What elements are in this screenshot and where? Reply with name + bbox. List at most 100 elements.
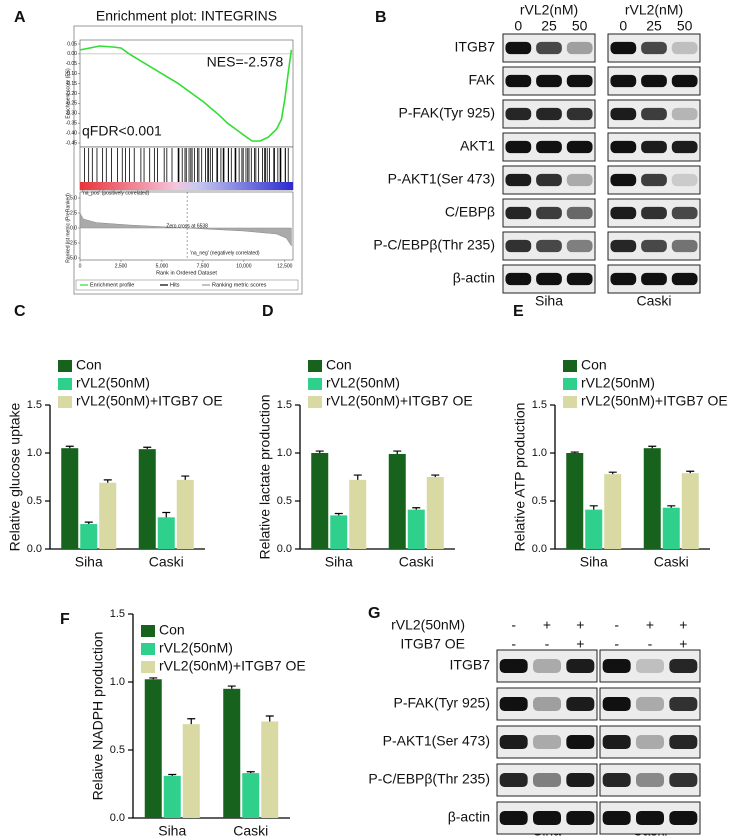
band bbox=[610, 107, 637, 121]
protein-label: P-AKT1(Ser 473) bbox=[388, 171, 495, 187]
bar bbox=[163, 775, 181, 818]
band bbox=[566, 41, 593, 55]
group-header: rVL2(nM) bbox=[625, 2, 683, 18]
metric-area bbox=[79, 212, 292, 247]
legend-label: rVL2(50nM) bbox=[159, 640, 233, 656]
bar bbox=[407, 509, 425, 549]
condition-sign: - bbox=[648, 636, 653, 652]
band bbox=[641, 140, 667, 154]
y-tick-label: 1.0 bbox=[277, 447, 292, 459]
x-tick-label: 7,500 bbox=[197, 263, 210, 269]
y-tick-label: 1.0 bbox=[110, 676, 125, 688]
y-tick-label: 2.5 bbox=[70, 210, 77, 216]
bar bbox=[662, 507, 680, 549]
legend-swatch bbox=[141, 625, 155, 637]
protein-label: ITGB7 bbox=[450, 657, 491, 673]
protein-label: AKT1 bbox=[460, 138, 495, 154]
band bbox=[536, 107, 562, 121]
band bbox=[669, 734, 698, 750]
y-tick-label: -0.45 bbox=[66, 140, 78, 146]
band bbox=[533, 696, 561, 712]
condition-label: ITGB7 OE bbox=[400, 636, 465, 652]
bar bbox=[176, 479, 194, 549]
y-tick-label: -0.40 bbox=[66, 130, 78, 136]
band bbox=[536, 41, 562, 55]
band bbox=[610, 140, 637, 154]
band bbox=[602, 810, 631, 826]
band bbox=[641, 272, 667, 286]
error-bar bbox=[246, 771, 255, 774]
y-tick-label: 1.5 bbox=[277, 399, 292, 411]
condition-sign: + bbox=[679, 617, 687, 633]
y-axis-label: Relaive NADPH production bbox=[90, 632, 106, 801]
band bbox=[505, 107, 532, 121]
condition-sign: + bbox=[646, 617, 654, 633]
cell-label: Siha bbox=[535, 293, 563, 309]
band bbox=[505, 74, 532, 88]
dose-label: 25 bbox=[646, 18, 662, 34]
dose-label: 50 bbox=[572, 18, 588, 34]
legend-swatch bbox=[58, 378, 72, 390]
error-bar bbox=[103, 479, 112, 483]
bar bbox=[330, 515, 348, 549]
x-tick-label: 12,500 bbox=[277, 263, 293, 269]
band bbox=[641, 239, 667, 253]
error-bar bbox=[265, 715, 274, 722]
band bbox=[641, 173, 667, 187]
chart-title: Enrichment plot: INTEGRINS bbox=[96, 8, 277, 24]
band bbox=[499, 734, 528, 750]
error-bar bbox=[570, 451, 579, 453]
y-tick-label: 0.5 bbox=[27, 495, 42, 507]
error-bar bbox=[648, 445, 657, 449]
bar bbox=[585, 509, 603, 549]
legend-label: Ranking metric scores bbox=[212, 282, 267, 288]
annotation: 'na_pos' (positively correlated) bbox=[82, 190, 150, 196]
panel-a-frame bbox=[73, 25, 303, 295]
band bbox=[641, 41, 667, 55]
rank-gradient bbox=[80, 182, 293, 190]
panel-letter: C bbox=[14, 303, 26, 320]
error-bar bbox=[393, 450, 402, 454]
y-tick-label: 0.05 bbox=[67, 41, 77, 47]
x-tick-label: Caski bbox=[149, 554, 184, 570]
band bbox=[536, 140, 562, 154]
protein-label: β-actin bbox=[448, 809, 490, 825]
band bbox=[669, 772, 698, 788]
bar bbox=[604, 474, 622, 549]
error-bar bbox=[168, 773, 177, 776]
band bbox=[536, 272, 562, 286]
panel-letter: G bbox=[368, 605, 380, 622]
y-tick-label: 1.0 bbox=[532, 447, 547, 459]
bar bbox=[261, 721, 279, 818]
band bbox=[505, 140, 532, 154]
y-tick-label: -0.10 bbox=[66, 71, 78, 77]
legend-box bbox=[75, 279, 299, 291]
band bbox=[505, 173, 532, 187]
protein-label: P-FAK(Tyr 925) bbox=[394, 695, 490, 711]
x-tick-label: Siha bbox=[158, 823, 186, 839]
band bbox=[671, 206, 698, 220]
y-tick-label: -0.25 bbox=[66, 101, 78, 107]
y-tick-label: -0.35 bbox=[66, 121, 78, 127]
band bbox=[533, 772, 561, 788]
band bbox=[536, 206, 562, 220]
y-tick-label: 1.5 bbox=[27, 399, 42, 411]
band bbox=[505, 206, 532, 220]
legend-swatch bbox=[308, 378, 322, 390]
legend-label: rVL2(50nM) bbox=[76, 375, 150, 391]
error-bar bbox=[227, 685, 236, 689]
band bbox=[566, 140, 593, 154]
error-bar bbox=[353, 474, 362, 480]
band bbox=[566, 272, 593, 286]
legend-swatch bbox=[308, 396, 322, 408]
band bbox=[636, 696, 664, 712]
bar bbox=[566, 453, 584, 549]
y-tick-label: -2.5 bbox=[68, 240, 77, 246]
band bbox=[566, 810, 595, 826]
x-tick-label: Caski bbox=[233, 823, 268, 839]
legend-swatch bbox=[58, 360, 72, 372]
bar bbox=[681, 473, 699, 549]
legend-label: Con bbox=[159, 622, 185, 638]
condition-sign: + bbox=[576, 617, 584, 633]
